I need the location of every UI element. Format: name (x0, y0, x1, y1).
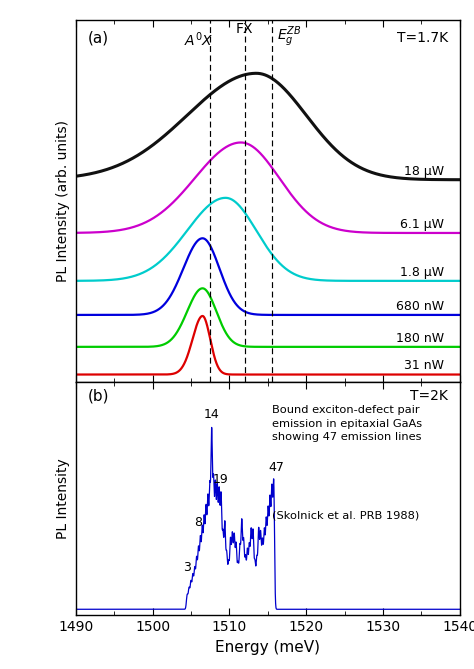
Text: 680 nW: 680 nW (396, 300, 445, 313)
Text: Bound exciton-defect pair
emission in epitaxial GaAs
showing 47 emission lines: Bound exciton-defect pair emission in ep… (272, 405, 422, 442)
Text: (b): (b) (87, 389, 109, 404)
Text: 47: 47 (268, 461, 284, 474)
Text: $E_g^{ZB}$: $E_g^{ZB}$ (277, 24, 301, 49)
Text: (Skolnick et al. PRB 1988): (Skolnick et al. PRB 1988) (272, 510, 419, 520)
Y-axis label: PL Intensity (arb. units): PL Intensity (arb. units) (56, 120, 70, 282)
Text: 1.8 μW: 1.8 μW (401, 266, 445, 279)
Text: T=2K: T=2K (410, 389, 448, 403)
Text: (a): (a) (87, 31, 109, 46)
Text: 19: 19 (213, 473, 229, 486)
Y-axis label: PL Intensity: PL Intensity (56, 458, 70, 539)
Text: 14: 14 (204, 408, 219, 421)
Text: $A^0X$: $A^0X$ (184, 30, 213, 49)
Text: FX: FX (236, 22, 254, 36)
Text: 6.1 μW: 6.1 μW (401, 218, 445, 231)
Text: T=1.7K: T=1.7K (397, 31, 448, 45)
Text: 180 nW: 180 nW (396, 332, 445, 345)
Text: 8: 8 (194, 516, 202, 529)
Text: 18 μW: 18 μW (404, 165, 445, 177)
X-axis label: Energy (meV): Energy (meV) (215, 640, 320, 655)
Text: 3: 3 (183, 561, 191, 574)
Text: 31 nW: 31 nW (404, 359, 445, 373)
